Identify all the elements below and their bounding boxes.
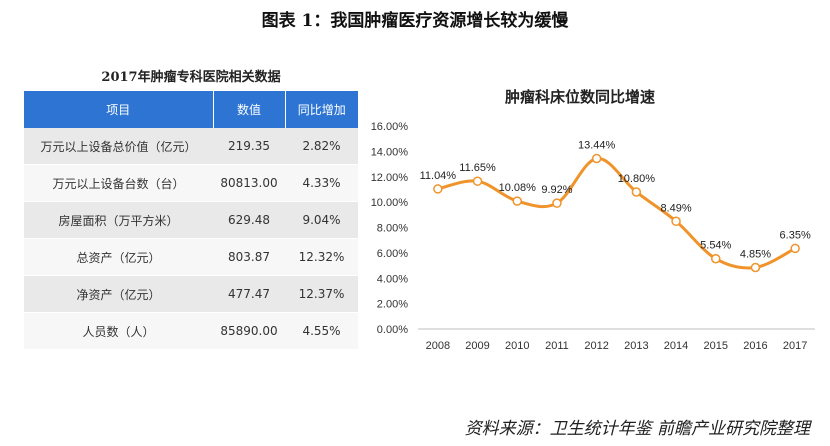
table-cell-value: 477.47 [213,275,285,313]
x-tick-label: 2008 [426,340,450,352]
data-label: 13.44% [578,139,616,151]
table-cell-yoy: 4.55% [285,312,358,350]
x-tick-label: 2009 [465,340,489,352]
data-point [552,198,562,208]
y-tick-label: 2.00% [377,299,408,311]
table-header-item: 项目 [24,91,214,128]
table-title: 2017年肿瘤专科医院相关数据 [101,70,281,85]
data-point [591,153,602,164]
data-point [631,187,642,197]
line-chart: 0.00% 2.00% 4.00% 6.00% 8.00% 10.00% 12.00% 14.… [371,121,815,352]
table-cell-yoy: 12.32% [285,238,358,276]
data-point [472,176,483,186]
source-note: 资料来源：卫生统计年鉴 前瞻产业研究院整理 [464,419,810,439]
table-cell-yoy: 9.04% [285,201,358,239]
x-tick-label: 2015 [704,340,728,352]
data-table: 项目 数值 同比增加 万元以上设备总价值（亿元） 219.35 2.82% 万元… [24,91,358,350]
data-point [433,184,443,194]
table-cell-item: 人员数（人） [24,312,213,350]
x-tick-label: 2012 [584,340,608,352]
table-row: 总资产（亿元） 803.87 12.32% [24,238,358,276]
table-row: 净资产（亿元） 477.47 12.37% [24,275,358,313]
data-label: 4.85% [740,248,771,260]
table-cell-item: 房屋面积（万平方米） [24,201,213,239]
table-header-yoy: 同比增加 [285,91,358,128]
table-cell-item: 净资产（亿元） [24,275,213,313]
data-point [512,196,522,206]
table-header-row: 项目 数值 同比增加 [24,91,358,128]
table-cell-yoy: 12.37% [285,275,358,313]
y-tick-label: 0.00% [377,324,408,336]
data-point [790,243,800,254]
table-cell-item: 万元以上设备总价值（亿元） [24,128,213,165]
data-point [671,216,681,227]
data-label: 10.08% [499,182,537,194]
table-cell-yoy: 4.33% [285,164,358,202]
table-row: 房屋面积（万平方米） 629.48 9.04% [24,201,358,239]
table-cell-item: 万元以上设备台数（台） [24,164,213,202]
table-cell-item: 总资产（亿元） [24,238,213,276]
x-tick-label: 2013 [624,340,648,352]
table-cell-value: 629.48 [213,201,285,239]
y-tick-label: 6.00% [377,248,408,260]
y-tick-label: 12.00% [371,172,409,184]
table-cell-value: 80813.00 [213,164,285,202]
table-cell-value: 85890.00 [213,312,285,350]
x-tick-label: 2010 [505,340,529,352]
data-label: 9.92% [541,184,572,196]
data-label: 11.04% [420,170,457,182]
data-label: 6.35% [780,229,811,241]
figure-title: 图表 1：我国肿瘤医疗资源增长较为缓慢 [261,11,569,31]
table-header-value: 数值 [213,91,286,128]
series-line [437,156,796,270]
x-tick-label: 2014 [664,340,688,352]
table-cell-yoy: 2.82% [285,128,358,165]
x-tick-label: 2011 [545,340,569,352]
y-tick-label: 4.00% [377,273,408,285]
y-tick-label: 8.00% [377,223,408,235]
y-tick-label: 16.00% [371,121,409,133]
x-tick-label: 2016 [743,340,767,352]
chart-title: 肿瘤科床位数同比增速 [504,88,655,106]
y-tick-label: 14.00% [371,146,409,158]
table-row: 万元以上设备台数（台） 80813.00 4.33% [24,164,358,202]
data-label: 8.49% [660,202,691,214]
data-label: 5.54% [700,240,731,252]
x-tick-label: 2017 [783,340,807,352]
table-cell-value: 803.87 [213,238,285,276]
data-label: 11.65% [459,162,496,174]
table-cell-value: 219.35 [213,128,285,165]
table-row: 人员数（人） 85890.00 4.55% [24,312,358,350]
table-row: 万元以上设备总价值（亿元） 219.35 2.82% [24,128,358,165]
data-point [750,262,761,273]
data-point [711,253,721,264]
y-tick-label: 10.00% [371,197,409,209]
data-label: 10.80% [618,173,656,185]
